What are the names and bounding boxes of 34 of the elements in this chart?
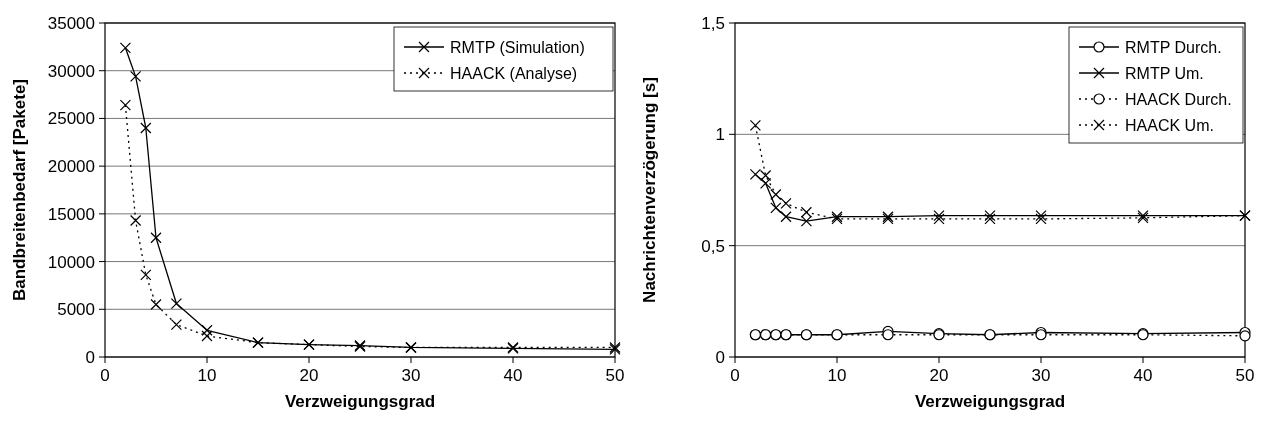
y-axis-title: Bandbreitenbedarf [Pakete] <box>10 79 29 301</box>
x-tick-label: 40 <box>1133 366 1153 385</box>
x-tick-label: 30 <box>1031 366 1051 385</box>
y-tick-label: 0 <box>715 347 725 367</box>
x-tick-label: 0 <box>730 366 740 385</box>
y-tick-label: 1 <box>715 125 725 145</box>
y-tick-label: 0 <box>85 347 95 367</box>
x-tick-label: 10 <box>827 366 847 385</box>
legend-label: RMTP Um. <box>1125 64 1204 82</box>
legend-label: HAACK Um. <box>1125 116 1214 134</box>
y-tick-label: 0,5 <box>701 236 725 256</box>
x-tick-label: 50 <box>605 366 625 385</box>
legend-label: HAACK Durch. <box>1125 90 1232 108</box>
x-axis-title: Verzweigungsgrad <box>914 392 1066 411</box>
x-tick-label: 0 <box>100 366 110 385</box>
y-tick-label: 10000 <box>47 252 95 272</box>
x-tick-label: 40 <box>503 366 523 385</box>
legend-label: HAACK (Analyse) <box>450 64 578 82</box>
y-tick-label: 25000 <box>47 109 95 129</box>
y-tick-label: 1,5 <box>701 13 725 33</box>
x-tick-label: 50 <box>1235 366 1255 385</box>
legend-label: RMTP (Simulation) <box>450 38 585 56</box>
y-tick-label: 35000 <box>47 13 95 33</box>
x-tick-label: 20 <box>929 366 949 385</box>
y-axis-title: Nachrichtenverzögerung [s] <box>640 77 659 303</box>
x-tick-label: 20 <box>299 366 319 385</box>
y-tick-label: 5000 <box>57 300 95 320</box>
y-tick-label: 30000 <box>47 61 95 81</box>
y-tick-label: 15000 <box>47 204 95 224</box>
x-axis-title: Verzweigungsgrad <box>284 392 436 411</box>
x-tick-label: 10 <box>197 366 217 385</box>
x-tick-label: 30 <box>401 366 421 385</box>
y-tick-label: 20000 <box>47 157 95 177</box>
legend-label: RMTP Durch. <box>1125 38 1222 56</box>
